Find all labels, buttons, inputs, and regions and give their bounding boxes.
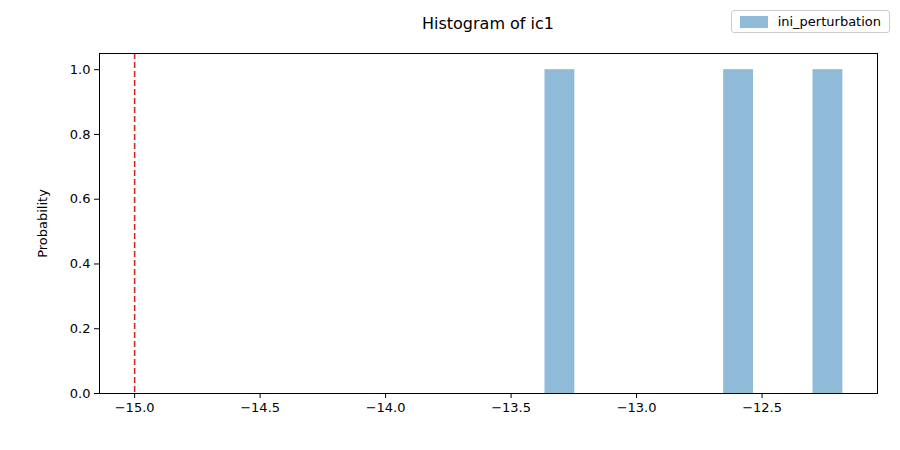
svg-text:0.4: 0.4 — [70, 256, 91, 271]
svg-text:−14.5: −14.5 — [240, 400, 280, 415]
svg-text:0.2: 0.2 — [70, 321, 91, 336]
html-text:Histogram of ic1: Histogram of ic1 — [422, 14, 554, 33]
svg-text:0.0: 0.0 — [70, 386, 91, 401]
html-text:ini_perturbation: ini_perturbation — [777, 14, 881, 29]
svg-text:0.6: 0.6 — [70, 191, 91, 206]
svg-text:Probability: Probability — [35, 189, 50, 258]
svg-text:−15.0: −15.0 — [115, 400, 155, 415]
svg-text:−13.0: −13.0 — [617, 400, 657, 415]
svg-text:−14.0: −14.0 — [366, 400, 406, 415]
svg-text:0.8: 0.8 — [70, 127, 91, 142]
svg-text:−13.5: −13.5 — [491, 400, 531, 415]
svg-text:1.0: 1.0 — [70, 62, 91, 77]
svg-text:−12.5: −12.5 — [742, 400, 782, 415]
